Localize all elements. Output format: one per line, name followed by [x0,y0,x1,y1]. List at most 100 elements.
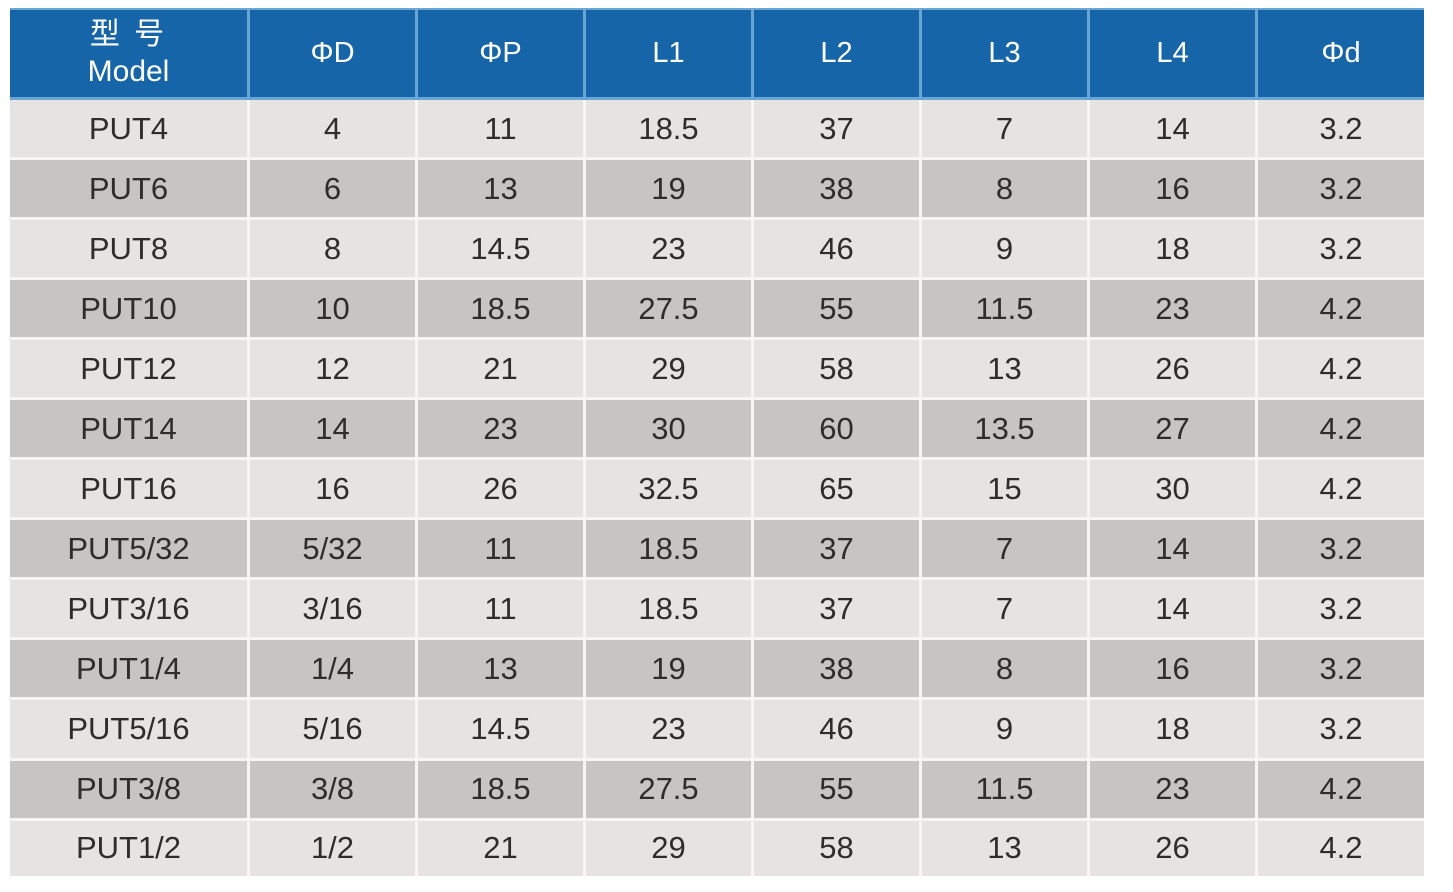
column-header-L2: L2 [754,8,922,100]
column-header-L4: L4 [1090,8,1258,100]
value-cell-phi-D: 4 [250,100,418,161]
value-cell-L3: 13 [922,820,1090,876]
value-cell-L4: 23 [1090,760,1258,821]
value-cell-L2: 37 [754,580,922,641]
value-cell-L3: 8 [922,160,1090,221]
value-cell-phi-D: 5/16 [250,700,418,761]
value-cell-L4: 23 [1090,280,1258,341]
value-cell-L1: 27.5 [586,760,754,821]
value-cell-phi-P: 11 [418,100,586,161]
table-row: PUT6 6 13 19 38 8 16 3.2 [10,160,1424,221]
value-cell-L3: 11.5 [922,760,1090,821]
column-header-phi-P: ΦP [418,8,586,100]
value-cell-L3: 9 [922,700,1090,761]
value-cell-L4: 18 [1090,700,1258,761]
value-cell-L1: 23 [586,700,754,761]
value-cell-L4: 16 [1090,640,1258,701]
table-row: PUT1/2 1/2 21 29 58 13 26 4.2 [10,820,1424,876]
table-body: PUT4 4 11 18.5 37 7 14 3.2 PUT6 6 13 19 38 8 16 3.2 PUT8… [10,100,1424,876]
value-cell-phi-D: 3/8 [250,760,418,821]
model-cell: PUT1/4 [10,640,250,701]
value-cell-L3: 7 [922,520,1090,581]
value-cell-phi-d: 4.2 [1258,760,1424,821]
table-row: PUT4 4 11 18.5 37 7 14 3.2 [10,100,1424,161]
value-cell-phi-P: 18.5 [418,760,586,821]
table-row: PUT5/16 5/16 14.5 23 46 9 18 3.2 [10,700,1424,761]
value-cell-phi-P: 14.5 [418,700,586,761]
value-cell-L3: 11.5 [922,280,1090,341]
value-cell-L3: 9 [922,220,1090,281]
value-cell-L2: 58 [754,820,922,876]
model-cell: PUT1/2 [10,820,250,876]
value-cell-phi-d: 3.2 [1258,640,1424,701]
model-cell: PUT12 [10,340,250,401]
value-cell-phi-D: 14 [250,400,418,461]
value-cell-phi-d: 3.2 [1258,220,1424,281]
value-cell-L1: 29 [586,340,754,401]
value-cell-L1: 23 [586,220,754,281]
value-cell-L2: 38 [754,640,922,701]
value-cell-L4: 26 [1090,820,1258,876]
value-cell-L2: 60 [754,400,922,461]
value-cell-phi-d: 4.2 [1258,340,1424,401]
value-cell-phi-D: 12 [250,340,418,401]
model-cell: PUT5/16 [10,700,250,761]
value-cell-L4: 14 [1090,520,1258,581]
table-row: PUT16 16 26 32.5 65 15 30 4.2 [10,460,1424,521]
column-header-phi-d: Φd [1258,8,1424,100]
value-cell-phi-P: 14.5 [418,220,586,281]
value-cell-phi-P: 18.5 [418,280,586,341]
value-cell-L1: 18.5 [586,580,754,641]
model-cell: PUT10 [10,280,250,341]
value-cell-L1: 18.5 [586,100,754,161]
model-cell: PUT14 [10,400,250,461]
value-cell-L3: 7 [922,580,1090,641]
value-cell-phi-D: 16 [250,460,418,521]
value-cell-phi-D: 5/32 [250,520,418,581]
value-cell-L4: 26 [1090,340,1258,401]
value-cell-phi-P: 26 [418,460,586,521]
value-cell-L2: 55 [754,760,922,821]
column-header-L3: L3 [922,8,1090,100]
table-row: PUT3/8 3/8 18.5 27.5 55 11.5 23 4.2 [10,760,1424,821]
value-cell-phi-P: 23 [418,400,586,461]
value-cell-L4: 16 [1090,160,1258,221]
model-cell: PUT3/8 [10,760,250,821]
spec-table-container: 型 号 Model ΦD ΦP L1 L2 L3 L4 Φd PUT4 4 11 18.5 37 7 1… [10,8,1424,876]
value-cell-L3: 13 [922,340,1090,401]
model-header-chinese: 型 号 [89,17,168,51]
value-cell-L2: 38 [754,160,922,221]
value-cell-L2: 37 [754,520,922,581]
value-cell-phi-d: 3.2 [1258,100,1424,161]
model-cell: PUT6 [10,160,250,221]
value-cell-L3: 15 [922,460,1090,521]
model-header-english: Model [87,54,170,88]
value-cell-L1: 18.5 [586,520,754,581]
value-cell-phi-D: 1/4 [250,640,418,701]
value-cell-phi-d: 3.2 [1258,700,1424,761]
column-header-phi-D: ΦD [250,8,418,100]
value-cell-L4: 27 [1090,400,1258,461]
header-row: 型 号 Model ΦD ΦP L1 L2 L3 L4 Φd [10,8,1424,100]
value-cell-L4: 18 [1090,220,1258,281]
value-cell-phi-P: 13 [418,160,586,221]
value-cell-phi-d: 3.2 [1258,520,1424,581]
model-cell: PUT16 [10,460,250,521]
column-header-model: 型 号 Model [10,8,250,100]
model-cell: PUT3/16 [10,580,250,641]
value-cell-L2: 58 [754,340,922,401]
value-cell-phi-D: 3/16 [250,580,418,641]
table-row: PUT14 14 23 30 60 13.5 27 4.2 [10,400,1424,461]
table-row: PUT10 10 18.5 27.5 55 11.5 23 4.2 [10,280,1424,341]
value-cell-phi-d: 3.2 [1258,580,1424,641]
value-cell-phi-d: 4.2 [1258,400,1424,461]
value-cell-L1: 19 [586,160,754,221]
spec-table: 型 号 Model ΦD ΦP L1 L2 L3 L4 Φd PUT4 4 11 18.5 37 7 1… [10,8,1424,876]
table-row: PUT5/32 5/32 11 18.5 37 7 14 3.2 [10,520,1424,581]
value-cell-L4: 14 [1090,580,1258,641]
value-cell-L1: 32.5 [586,460,754,521]
value-cell-L2: 55 [754,280,922,341]
value-cell-phi-d: 4.2 [1258,280,1424,341]
value-cell-L3: 13.5 [922,400,1090,461]
value-cell-phi-D: 10 [250,280,418,341]
